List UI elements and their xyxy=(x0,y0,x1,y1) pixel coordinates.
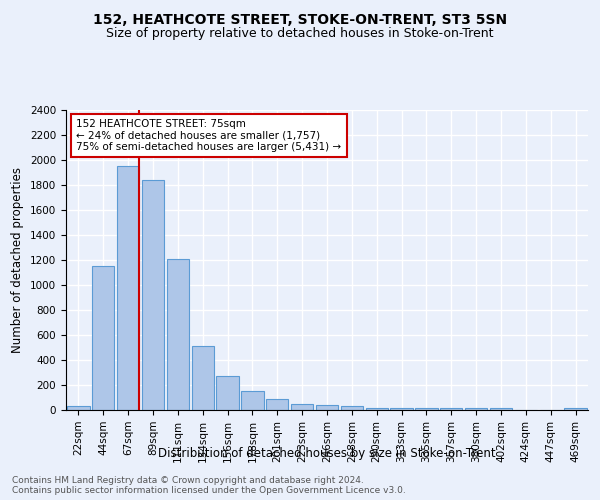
Text: 152, HEATHCOTE STREET, STOKE-ON-TRENT, ST3 5SN: 152, HEATHCOTE STREET, STOKE-ON-TRENT, S… xyxy=(93,12,507,26)
Text: Size of property relative to detached houses in Stoke-on-Trent: Size of property relative to detached ho… xyxy=(106,28,494,40)
Y-axis label: Number of detached properties: Number of detached properties xyxy=(11,167,25,353)
Bar xyxy=(142,180,164,410)
Bar xyxy=(191,346,214,410)
Bar xyxy=(490,408,512,410)
Bar xyxy=(565,408,587,410)
Bar xyxy=(266,400,289,410)
Text: 152 HEATHCOTE STREET: 75sqm
← 24% of detached houses are smaller (1,757)
75% of : 152 HEATHCOTE STREET: 75sqm ← 24% of det… xyxy=(76,119,341,152)
Bar xyxy=(92,266,115,410)
Text: Distribution of detached houses by size in Stoke-on-Trent: Distribution of detached houses by size … xyxy=(158,448,496,460)
Bar xyxy=(415,408,437,410)
Text: Contains HM Land Registry data © Crown copyright and database right 2024.
Contai: Contains HM Land Registry data © Crown c… xyxy=(12,476,406,495)
Bar xyxy=(241,390,263,410)
Bar xyxy=(291,404,313,410)
Bar xyxy=(316,405,338,410)
Bar xyxy=(465,408,487,410)
Bar xyxy=(117,166,139,410)
Bar xyxy=(440,408,463,410)
Bar xyxy=(217,376,239,410)
Bar xyxy=(167,259,189,410)
Bar xyxy=(67,406,89,410)
Bar xyxy=(341,406,363,410)
Bar xyxy=(365,408,388,410)
Bar xyxy=(391,408,413,410)
